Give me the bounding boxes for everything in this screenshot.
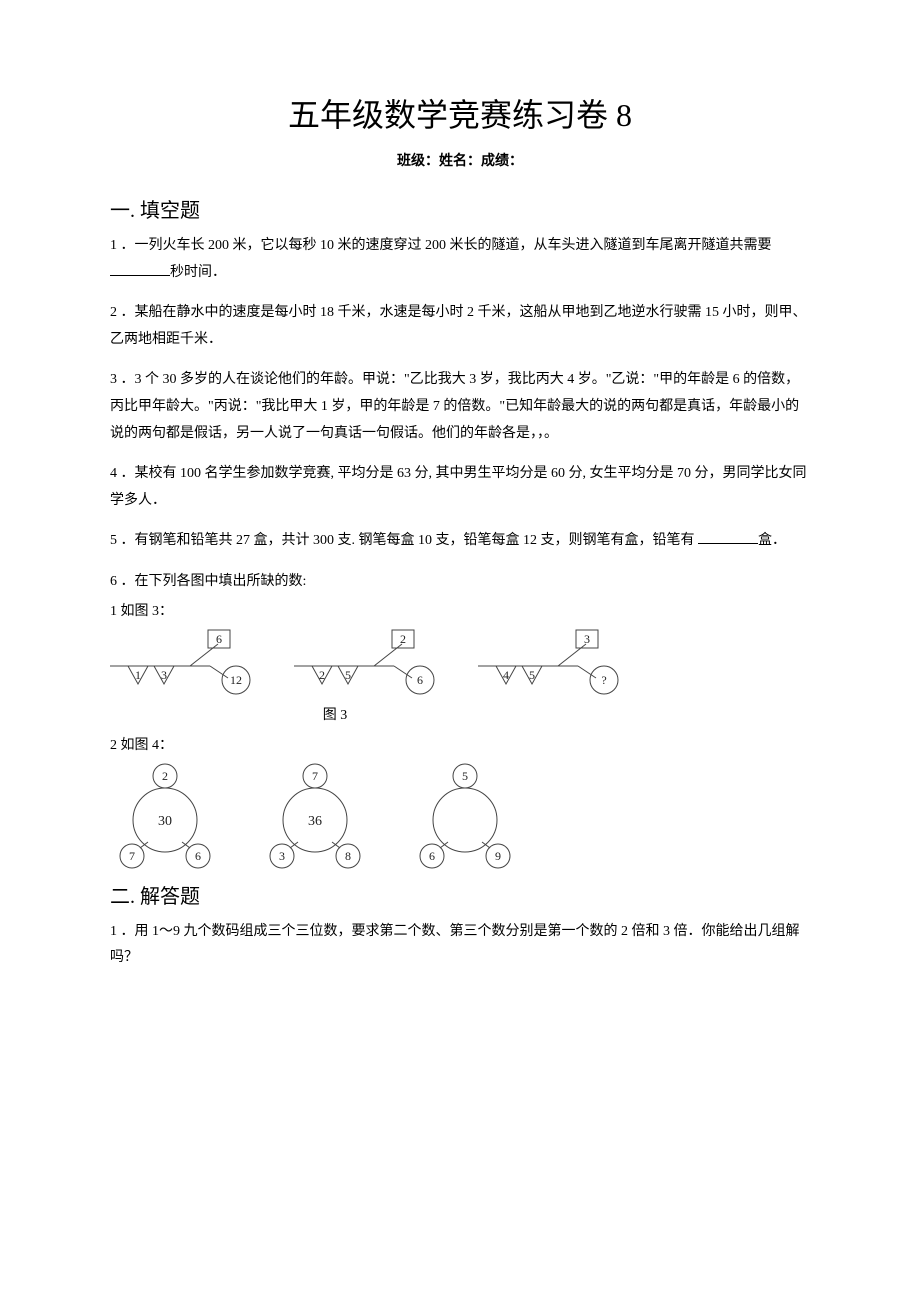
question-5-text-b: 盒． xyxy=(758,533,786,548)
svg-text:6: 6 xyxy=(417,673,423,687)
page: 五年级数学竞赛练习卷 8 班级：姓名：成绩： 一. 填空题 1 ．一列火车长 2… xyxy=(0,0,920,1046)
section-1-head: 一. 填空题 xyxy=(110,194,810,223)
fig4-item-1: 2 7 6 30 xyxy=(110,760,220,870)
fig3-item-3: 4 5 3? xyxy=(478,626,628,698)
fig3-item-2: 2 5 2 6 xyxy=(294,626,444,698)
svg-text:5: 5 xyxy=(529,668,535,682)
section-2-head: 二. 解答题 xyxy=(110,880,810,909)
fig4-item-3: 5 6 9 xyxy=(410,760,520,870)
question-1-text-b: 秒时间． xyxy=(170,265,226,280)
question-2: 2 ．某船在静水中的速度是每小时 18 千米，水速是每小时 2 千米，这船从甲地… xyxy=(110,300,810,353)
svg-text:5: 5 xyxy=(345,668,351,682)
blank xyxy=(698,529,758,544)
question-6: 6 ．在下列各图中填出所缺的数: xyxy=(110,569,810,596)
question-1: 1 ．一列火车长 200 米，它以每秒 10 米的速度穿过 200 米长的隧道，… xyxy=(110,233,810,286)
svg-text:12: 12 xyxy=(230,673,242,687)
svg-text:7: 7 xyxy=(129,849,135,863)
svg-text:2: 2 xyxy=(400,632,406,646)
svg-text:7: 7 xyxy=(312,769,318,783)
fig4-item-2: 7 3 8 36 xyxy=(260,760,370,870)
svg-text:?: ? xyxy=(601,673,606,687)
question-3: 3 ．3 个 30 多岁的人在谈论他们的年龄。甲说："乙比我大 3 岁，我比丙大… xyxy=(110,367,810,447)
question-4: 4 ．某校有 100 名学生参加数学竞赛, 平均分是 63 分, 其中男生平均分… xyxy=(110,461,810,514)
svg-text:36: 36 xyxy=(308,814,322,829)
question-1-text-a: 1 ．一列火车长 200 米，它以每秒 10 米的速度穿过 200 米长的隧道，… xyxy=(110,238,772,253)
fig3-label: 图 3 xyxy=(110,704,560,724)
page-subtitle: 班级：姓名：成绩： xyxy=(110,150,810,170)
figure-4: 2 7 6 30 7 3 8 36 5 6 9 xyxy=(110,760,810,870)
svg-text:3: 3 xyxy=(279,849,285,863)
fig3-item-1: 1 3 6 12 xyxy=(110,626,260,698)
fig3-subcaption: 1 如图 3： xyxy=(110,600,810,620)
svg-text:6: 6 xyxy=(429,849,435,863)
svg-text:2: 2 xyxy=(162,769,168,783)
blank xyxy=(110,261,170,276)
svg-text:9: 9 xyxy=(495,849,501,863)
svg-text:1: 1 xyxy=(135,668,141,682)
svg-text:8: 8 xyxy=(345,849,351,863)
question-5-text-a: 5 ．有钢笔和铅笔共 27 盒，共计 300 支. 钢笔每盒 10 支，铅笔每盒… xyxy=(110,533,698,548)
figure-3: 1 3 6 12 2 5 2 6 4 5 3? xyxy=(110,626,810,698)
svg-text:3: 3 xyxy=(584,632,590,646)
svg-text:6: 6 xyxy=(195,849,201,863)
fig4-subcaption: 2 如图 4： xyxy=(110,734,810,754)
question-5: 5 ．有钢笔和铅笔共 27 盒，共计 300 支. 钢笔每盒 10 支，铅笔每盒… xyxy=(110,528,810,555)
page-title: 五年级数学竞赛练习卷 8 xyxy=(110,90,810,136)
svg-text:3: 3 xyxy=(161,668,167,682)
svg-text:5: 5 xyxy=(462,769,468,783)
svg-text:30: 30 xyxy=(158,814,172,829)
svg-text:6: 6 xyxy=(216,632,222,646)
svg-text:2: 2 xyxy=(319,668,325,682)
solve-question-1: 1 ．用 1～9 九个数码组成三个三位数，要求第二个数、第三个数分别是第一个数的… xyxy=(110,919,810,972)
svg-text:4: 4 xyxy=(503,668,509,682)
